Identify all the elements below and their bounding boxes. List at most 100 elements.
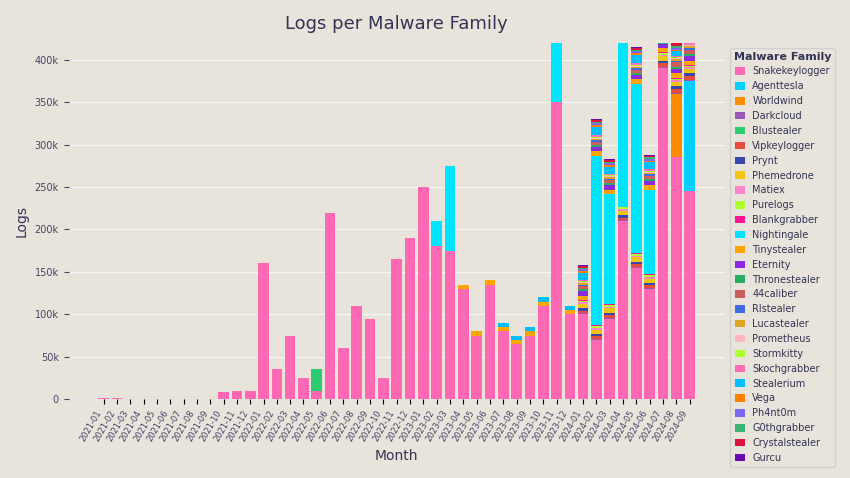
Bar [631,268,642,399]
Bar [618,12,628,17]
Bar [578,286,588,289]
X-axis label: Month: Month [375,449,418,463]
Bar [684,191,695,399]
Bar [604,175,615,176]
Bar [618,18,628,19]
Bar [671,93,682,94]
Bar [578,265,588,266]
Bar [658,21,668,22]
Bar [325,213,336,399]
Bar [604,177,615,179]
Bar [604,183,615,185]
Bar [644,169,655,171]
Bar [604,313,615,315]
Bar [671,42,682,46]
Bar [591,337,602,339]
Bar [684,26,695,27]
Bar [671,94,682,157]
Bar [644,285,655,288]
Bar [564,306,575,310]
Bar [684,36,695,43]
Bar [684,45,695,46]
Bar [604,308,615,313]
Bar [644,156,655,157]
Bar [644,172,655,173]
Bar [684,48,695,50]
Bar [591,142,602,145]
Bar [658,33,668,35]
Bar [658,48,668,52]
Bar [445,166,456,250]
Bar [671,157,682,399]
Bar [618,5,628,6]
Bar [591,156,602,326]
Bar [684,34,695,36]
Bar [658,32,668,33]
Bar [684,50,695,54]
Bar [604,315,615,318]
Bar [551,0,562,102]
Bar [618,221,628,399]
Bar [591,135,602,137]
Bar [684,61,695,65]
Bar [631,63,642,65]
Bar [618,206,628,207]
Bar [431,221,442,247]
Bar [604,159,615,160]
Bar [671,58,682,59]
Y-axis label: Logs: Logs [15,205,29,237]
Bar [618,37,628,206]
Bar [644,185,655,190]
Bar [644,176,655,179]
Bar [618,6,628,7]
Bar [644,181,655,185]
Bar [644,171,655,172]
Bar [405,238,416,399]
Bar [524,336,536,399]
Bar [591,137,602,138]
Bar [618,7,628,9]
Bar [658,41,668,44]
Bar [618,26,628,29]
Bar [644,275,655,277]
Bar [644,174,655,176]
Bar [684,69,695,74]
Bar [445,250,456,399]
Bar [684,76,695,80]
Bar [658,55,668,56]
Bar [99,398,109,399]
Bar [631,267,642,268]
Bar [631,84,642,253]
Bar [564,315,575,399]
Bar [604,167,615,174]
Bar [604,162,615,163]
Bar [644,161,655,163]
Bar [671,46,682,48]
Bar [458,289,468,399]
Bar [644,157,655,159]
Bar [684,54,695,56]
Bar [671,41,682,42]
Bar [644,277,655,279]
Bar [658,30,668,32]
Bar [671,59,682,61]
Bar [591,120,602,122]
Bar [644,279,655,283]
Bar [684,67,695,69]
Bar [618,19,628,20]
Bar [618,211,628,215]
Bar [604,194,615,304]
Bar [578,292,588,296]
Bar [604,174,615,175]
Bar [684,65,695,66]
Bar [618,29,628,33]
Bar [658,67,668,68]
Bar [631,253,642,254]
Bar [658,56,668,61]
Bar [631,258,642,262]
Bar [684,31,695,33]
Bar [591,123,602,125]
Bar [671,48,682,50]
Bar [658,53,668,55]
Bar [671,89,682,93]
